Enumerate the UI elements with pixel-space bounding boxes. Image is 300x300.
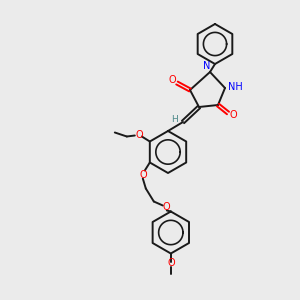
Text: O: O [162, 202, 169, 212]
Text: O: O [135, 130, 142, 140]
Text: H: H [171, 115, 177, 124]
Text: N: N [203, 61, 211, 71]
Text: O: O [167, 257, 175, 268]
Text: O: O [168, 75, 176, 85]
Text: NH: NH [228, 82, 242, 92]
Text: O: O [139, 169, 147, 179]
Text: O: O [229, 110, 237, 120]
